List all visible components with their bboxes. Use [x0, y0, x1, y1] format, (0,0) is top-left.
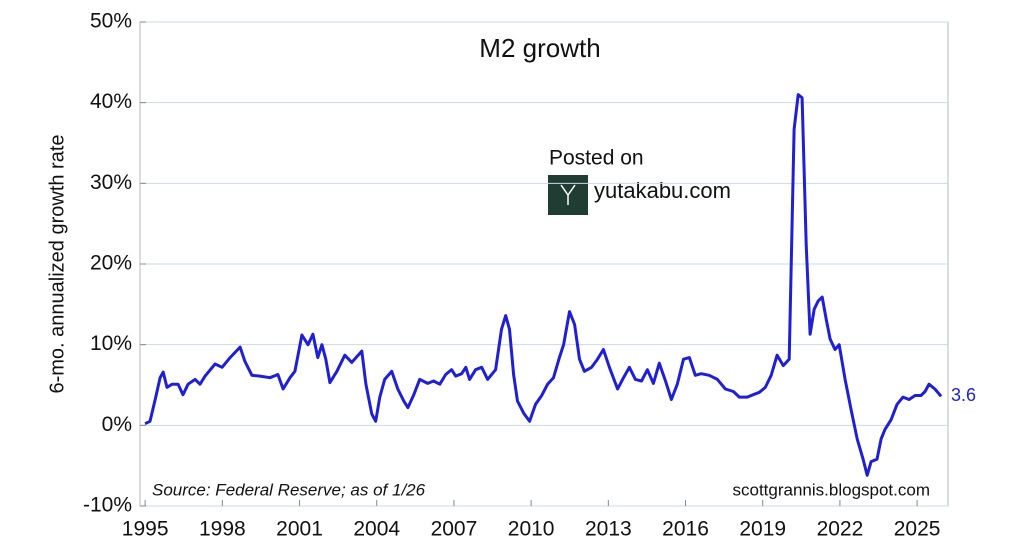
credit: scottgrannis.blogspot.com [733, 480, 931, 499]
x-tick-label: 2016 [662, 518, 709, 541]
source-note: Source: Federal Reserve; as of 1/26 [152, 480, 426, 499]
x-tick-label: 1995 [122, 518, 169, 541]
x-tick-label: 2013 [585, 518, 632, 541]
x-tick-label: 2019 [739, 518, 786, 541]
y-axis-label: 6-mo. annualized growth rate [46, 134, 68, 393]
x-tick-label: 2004 [353, 518, 400, 541]
watermark-site: yutakabu.com [594, 178, 731, 203]
y-tick-label: 20% [90, 252, 132, 275]
y-tick-label: 0% [102, 413, 132, 436]
y-tick-label: 10% [90, 332, 132, 355]
chart-title: M2 growth [479, 33, 600, 63]
x-tick-label: 2025 [894, 518, 941, 541]
logo-glyph [560, 184, 576, 205]
x-tick-label: 2010 [508, 518, 555, 541]
x-tick-label: 2022 [817, 518, 864, 541]
y-tick-label: 40% [90, 90, 132, 113]
end-value-label: 3.6 [951, 385, 976, 405]
x-tick-label: 1998 [199, 518, 246, 541]
watermark-posted: Posted on [549, 147, 644, 170]
y-tick-label: 30% [90, 171, 132, 194]
y-tick-label: 50% [90, 10, 132, 33]
x-tick-label: 2001 [276, 518, 323, 541]
y-tick-label: -10% [83, 494, 132, 517]
m2-line [144, 93, 943, 477]
x-tick-label: 2007 [431, 518, 478, 541]
